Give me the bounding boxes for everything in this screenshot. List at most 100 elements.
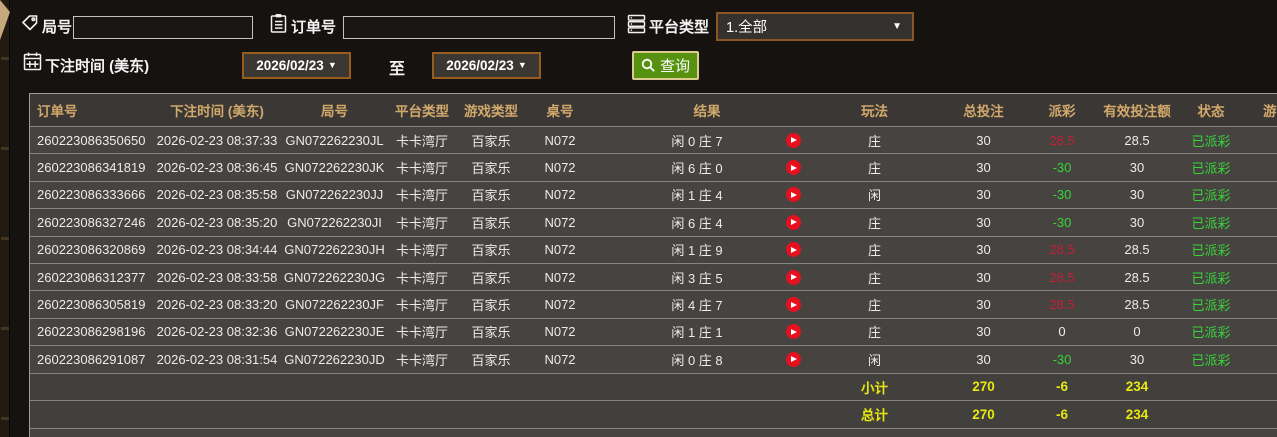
subtotal-row-play: 小计: [861, 380, 888, 396]
cell-bet_time: 2026-02-23 08:35:58: [156, 187, 278, 203]
replay-icon[interactable]: [785, 242, 801, 258]
replay-icon[interactable]: [785, 160, 801, 176]
cell-table_no: N072: [544, 269, 576, 285]
cell-bet_time: 2026-02-23 08:32:36: [156, 324, 278, 340]
subtotal-row-bet_time: [156, 374, 278, 401]
cell-valid_bet: 30: [1129, 214, 1145, 230]
replay-icon[interactable]: [785, 214, 801, 230]
cell-table_no: N072: [544, 214, 576, 230]
cell-total_bet: 30: [976, 297, 991, 313]
order-input[interactable]: [343, 16, 615, 39]
cell-round_no: GN072262230JD: [284, 351, 385, 367]
replay-icon[interactable]: [785, 132, 801, 148]
cell-round_no: GN072262230JH: [284, 242, 385, 258]
cell-result: 闲 3 庄 5: [591, 264, 823, 290]
cell-order_no: 260223086320869: [37, 242, 146, 258]
replay-icon[interactable]: [785, 269, 801, 285]
cell-status: 已派彩: [1191, 215, 1231, 231]
cell-bet_time: 2026-02-23 08:37:33: [156, 132, 278, 148]
grand-total-row-payout: -6: [1055, 406, 1068, 422]
cell-round_no: GN072262230JK: [284, 160, 385, 176]
orders-table: 订单号 下注时间 (美东) 局号 平台类型 游戏类型 桌号 结果 玩法 总投注 派彩 有效投注额 状态…: [29, 93, 1277, 437]
cell-round_no: GN072262230JJ: [285, 187, 384, 203]
cell-bet_time: 2026-02-23 08:35:20: [156, 214, 278, 230]
cell-bet_time: 2026-02-23 08:33:58: [156, 269, 278, 285]
cell-valid_bet: 30: [1129, 187, 1145, 203]
col-header-table_no: 桌号: [546, 104, 574, 119]
cell-platform: 卡卡湾厅: [395, 243, 448, 259]
table-row: 260223086341819 2026-02-23 08:36:45 GN0722…: [30, 153, 1277, 181]
cell-_last: [1231, 127, 1277, 153]
cell-platform: 卡卡湾厅: [395, 325, 448, 341]
round-field-label: 局号: [42, 19, 73, 36]
cell-total_bet: 30: [976, 269, 991, 285]
cell-order_no: 260223086341819: [37, 160, 146, 176]
cell-status: 已派彩: [1191, 270, 1231, 286]
round-input[interactable]: [73, 16, 253, 39]
cell-platform: 卡卡湾厅: [395, 298, 448, 314]
replay-icon[interactable]: [785, 324, 801, 340]
query-button[interactable]: 查询: [632, 51, 700, 80]
cell-total_bet: 30: [976, 214, 991, 230]
cell-status: 已派彩: [1191, 133, 1231, 149]
cell-game_type: 百家乐: [471, 161, 511, 177]
col-header-round_no: 局号: [321, 104, 348, 119]
cell-order_no: 260223086298196: [37, 324, 146, 340]
cell-_last: [1231, 319, 1277, 345]
cell-result: 闲 1 庄 4: [591, 182, 823, 208]
cell-total_bet: 30: [976, 132, 991, 148]
cell-total_bet: 30: [976, 242, 991, 258]
cell-_last: [1231, 264, 1277, 290]
cell-result: 闲 4 庄 7: [591, 291, 823, 317]
cell-_last: [1231, 291, 1277, 317]
date-to-value: 2026/02/23: [446, 58, 514, 73]
replay-icon[interactable]: [785, 351, 801, 367]
cell-payout: 28.5: [1049, 132, 1075, 148]
cell-play: 庄: [867, 161, 881, 177]
cell-result: 闲 0 庄 8: [591, 346, 823, 372]
grand-total-row-order_no: [30, 401, 156, 428]
cell-status: 已派彩: [1191, 161, 1231, 177]
cell-play: 庄: [867, 215, 881, 231]
cell-round_no: GN072262230JE: [284, 324, 385, 340]
subtotal-row-game_type: [453, 374, 529, 401]
cell-status: 已派彩: [1191, 298, 1231, 314]
cell-valid_bet: 28.5: [1124, 297, 1150, 313]
tag-icon: [21, 14, 39, 32]
subtotal-row-table_no: [529, 374, 591, 401]
cell-play: 庄: [867, 133, 881, 149]
cell-play: 庄: [867, 270, 881, 286]
date-to-label: 至: [389, 61, 406, 78]
platform-type-select[interactable]: 1.全部 ▼: [716, 12, 914, 41]
cell-order_no: 260223086327246: [37, 214, 146, 230]
cell-valid_bet: 28.5: [1124, 132, 1150, 148]
replay-icon[interactable]: [785, 297, 801, 313]
cell-order_no: 260223086350650: [37, 132, 146, 148]
cell-payout: -30: [1052, 214, 1072, 230]
left-wedge-ornament: [0, 0, 10, 40]
col-header-play: 玩法: [861, 104, 888, 119]
col-header-_last: 游: [1263, 104, 1277, 119]
grand-total-row-total_bet: 270: [972, 406, 995, 422]
query-button-label: 查询: [660, 58, 691, 75]
cell-game_type: 百家乐: [471, 298, 511, 314]
date-from-dropdown[interactable]: 2026/02/23 ▼: [242, 52, 351, 79]
replay-icon[interactable]: [785, 187, 801, 203]
cell-game_type: 百家乐: [471, 325, 511, 341]
col-header-total_bet: 总投注: [963, 104, 1004, 119]
table-row: 260223086298196 2026-02-23 08:32:36 GN0722…: [30, 317, 1277, 346]
cell-total_bet: 30: [976, 160, 991, 176]
date-to-dropdown[interactable]: 2026/02/23 ▼: [432, 52, 541, 79]
cell-play: 庄: [867, 298, 881, 314]
table-row: 260223086327246 2026-02-23 08:35:20 GN0722…: [30, 208, 1277, 236]
cell-round_no: GN072262230JL: [285, 132, 384, 148]
grand-total-row-_last: [1231, 401, 1277, 428]
cell-_last: [1231, 237, 1277, 263]
cell-payout: 28.5: [1049, 297, 1075, 313]
col-header-payout: 派彩: [1048, 104, 1076, 119]
cell-order_no: 260223086333666: [37, 187, 146, 203]
grand-total-row-play: 总计: [861, 408, 888, 424]
search-icon: [641, 58, 656, 73]
bet-time-label: 下注时间 (美东): [45, 58, 150, 75]
